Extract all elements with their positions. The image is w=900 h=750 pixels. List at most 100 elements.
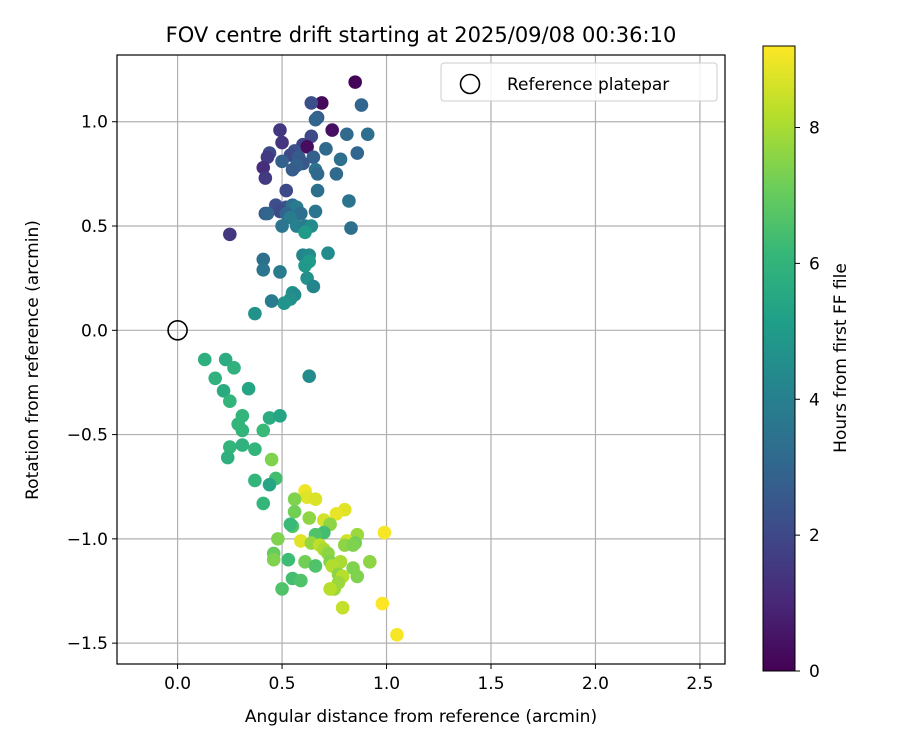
y-tick-label: 0.5 <box>81 217 108 237</box>
data-point <box>275 219 289 233</box>
data-point <box>310 183 325 198</box>
colorbar-gradient <box>762 45 796 672</box>
colorbar-tick-label: 4 <box>809 390 820 410</box>
data-point <box>223 394 237 409</box>
x-tick-label: 1.0 <box>373 674 400 694</box>
reference-platepar-marker <box>167 320 188 341</box>
data-point <box>340 127 354 142</box>
data-point <box>308 559 323 573</box>
data-point <box>321 246 335 260</box>
data-point <box>248 306 262 321</box>
data-point <box>279 183 294 198</box>
x-tick-label: 0.0 <box>164 674 191 694</box>
data-point <box>223 227 237 242</box>
data-point <box>275 154 289 169</box>
data-point <box>329 507 344 521</box>
colorbar-label: Hours from first FF file <box>831 263 851 453</box>
data-point <box>377 525 392 540</box>
y-tick-label: −1.0 <box>67 530 108 550</box>
data-point <box>335 600 350 615</box>
data-point <box>227 361 241 375</box>
data-point <box>264 452 279 467</box>
data-point <box>235 423 250 438</box>
data-point <box>273 409 287 423</box>
data-point <box>197 352 212 367</box>
legend-marker-icon <box>459 73 481 95</box>
data-point <box>258 171 273 185</box>
data-point <box>241 381 256 396</box>
data-point <box>360 127 375 142</box>
data-point <box>264 294 279 308</box>
legend: Reference platepar <box>440 62 718 102</box>
data-point <box>310 167 325 181</box>
data-point <box>287 492 302 507</box>
data-point <box>277 296 291 310</box>
data-point <box>308 204 323 219</box>
data-point <box>333 152 348 167</box>
data-point <box>314 96 329 110</box>
data-point <box>260 206 275 221</box>
data-point <box>302 369 317 383</box>
data-point <box>323 582 337 596</box>
data-point <box>329 167 344 181</box>
colorbar-tick-label: 8 <box>809 119 820 139</box>
y-axis: 1.0 0.5 0.0 −0.5 −1.0 −1.5 <box>67 113 117 654</box>
y-tick-label: −0.5 <box>67 426 108 446</box>
data-point <box>306 150 321 164</box>
data-point <box>308 492 323 507</box>
data-point <box>319 142 333 156</box>
data-point <box>256 263 271 277</box>
data-point <box>354 98 369 112</box>
x-axis: 0.0 0.5 1.0 1.5 2.0 2.5 <box>164 664 713 694</box>
data-point <box>216 383 231 398</box>
data-point <box>325 123 340 137</box>
data-point <box>342 194 356 208</box>
data-point <box>273 265 287 279</box>
chart-title: FOV centre drift starting at 2025/09/08 … <box>166 23 677 47</box>
data-point <box>294 534 308 548</box>
y-tick-label: −1.5 <box>67 634 108 654</box>
data-point <box>256 252 271 267</box>
x-axis-label: Angular distance from reference (arcmin) <box>245 707 597 727</box>
data-point <box>281 552 296 567</box>
data-point <box>298 225 312 240</box>
data-point <box>220 450 235 465</box>
data-point <box>294 206 308 221</box>
y-axis-label: Rotation from reference (arcmin) <box>23 220 43 500</box>
y-tick-label: 0.0 <box>81 321 108 341</box>
x-tick-label: 1.5 <box>477 674 504 694</box>
colorbar-tick-label: 6 <box>809 254 820 274</box>
scatter-points <box>197 75 404 642</box>
data-point <box>275 582 289 596</box>
data-point <box>298 258 312 273</box>
colorbar-ticks: 0 2 4 6 8 <box>795 119 820 682</box>
data-point <box>223 440 237 454</box>
colorbar-tick-label: 2 <box>809 526 820 546</box>
data-point <box>294 573 308 588</box>
data-point <box>256 160 271 175</box>
x-tick-label: 0.5 <box>269 674 296 694</box>
y-tick-label: 1.0 <box>81 113 108 133</box>
plot-frame <box>116 54 726 665</box>
data-point <box>273 123 287 137</box>
data-point <box>308 112 323 127</box>
data-point <box>271 532 285 546</box>
data-point <box>256 423 271 438</box>
data-point <box>262 477 277 492</box>
data-point <box>344 221 358 235</box>
legend-box <box>440 62 718 102</box>
data-point <box>287 504 302 519</box>
data-point <box>300 139 314 154</box>
data-point <box>304 129 319 144</box>
data-point <box>260 150 275 164</box>
data-point <box>306 279 321 294</box>
data-point <box>256 496 271 511</box>
legend-entry-reference-platepar: Reference platepar <box>507 75 669 95</box>
data-point <box>350 569 365 584</box>
colorbar: 0 2 4 6 8 Hours from first FF file <box>762 45 851 682</box>
colorbar-tick-label: 0 <box>809 662 820 682</box>
x-tick-label: 2.5 <box>686 674 713 694</box>
data-point <box>350 146 365 160</box>
data-point <box>275 135 289 150</box>
